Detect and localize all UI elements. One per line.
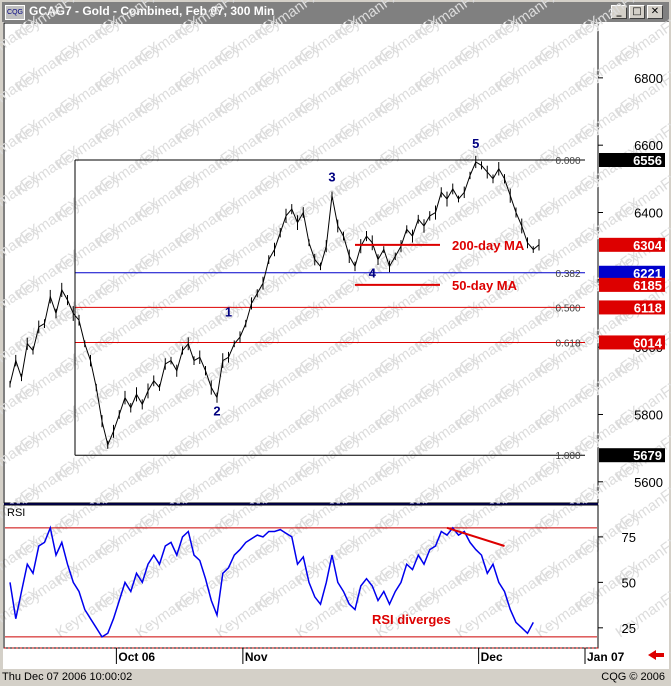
price-tag-box xyxy=(599,300,665,315)
status-copyright: CQG © 2006 xyxy=(601,671,665,683)
price-tag-label: 6014 xyxy=(633,335,663,350)
price-tick-label: 6800 xyxy=(634,71,663,86)
fib-ratio-label: 0.618 xyxy=(555,338,580,349)
wave-label: 3 xyxy=(328,170,335,185)
price-tag-label: 6221 xyxy=(633,266,662,281)
fibonacci-retracement[interactable]: 0.000 0.382 0.500 0.618 1.000 xyxy=(74,156,585,462)
price-tag-box xyxy=(599,277,665,292)
price-tag-box xyxy=(599,448,665,463)
maximize-button[interactable]: □ xyxy=(629,5,645,19)
price-tag-label: 6185 xyxy=(633,278,662,293)
price-tag-label: 6118 xyxy=(634,300,662,315)
fib-ratio-label: 0.382 xyxy=(555,269,580,280)
price-tag-box xyxy=(599,335,665,350)
status-datetime: Thu Dec 07 2006 10:00:02 xyxy=(2,671,133,683)
date-tick-label: Nov xyxy=(245,650,268,664)
rsi-levels xyxy=(5,527,597,638)
rsi-divergence-line xyxy=(446,526,505,547)
price-series xyxy=(9,155,540,449)
rsi-tick-label: 75 xyxy=(622,530,636,545)
date-tick-label: Jan 07 xyxy=(587,650,625,664)
ma-label: 200-day MA xyxy=(452,238,525,253)
minimize-button[interactable]: _ xyxy=(611,5,627,19)
plot-background xyxy=(3,22,669,669)
rsi-tick-label: 50 xyxy=(622,575,636,590)
rsi-title: RSI xyxy=(7,507,25,519)
price-tick-label: 5600 xyxy=(634,475,663,490)
date-x-axis: Oct 06 Nov Dec Jan 07 xyxy=(115,648,625,664)
rsi-series: RSI diverges xyxy=(9,525,534,638)
wave-labels: 1 2 3 4 5 xyxy=(213,136,479,419)
fib-ratio-label: 0.500 xyxy=(555,303,580,314)
price-tag-box xyxy=(599,152,665,167)
date-tick-label: Dec xyxy=(481,650,503,664)
wave-label: 4 xyxy=(369,266,377,281)
price-tick-label: 5800 xyxy=(634,407,663,422)
ma-label: 50-day MA xyxy=(452,278,518,293)
wave-label: 5 xyxy=(472,136,479,151)
date-tick-label: Oct 06 xyxy=(118,650,155,664)
rsi-y-axis: 25 50 75 xyxy=(598,530,636,636)
status-bar: Thu Dec 07 2006 10:00:02 CQG © 2006 xyxy=(0,669,671,686)
wave-label: 2 xyxy=(213,404,220,419)
rsi-diverges-label: RSI diverges xyxy=(372,612,451,627)
price-tag-label: 6304 xyxy=(633,238,663,253)
rsi-line xyxy=(9,525,534,638)
price-tick-label: 6400 xyxy=(634,206,663,221)
close-button[interactable]: ✕ xyxy=(647,5,663,19)
price-tick-label: 6600 xyxy=(634,138,663,153)
chart-canvas[interactable]: KeymanFX KeymanFX KeymanFX KeymanFX KeymanFX… xyxy=(0,0,671,669)
price-tag-label: 6556 xyxy=(633,153,662,168)
price-tag-box xyxy=(599,237,665,252)
price-tag-box xyxy=(599,265,665,280)
title-bar[interactable]: CQG GCAG7 - Gold - Combined, Feb 07, 300… xyxy=(2,2,669,22)
rsi-tick-label: 25 xyxy=(622,621,636,636)
fib-ratio-label: 1.000 xyxy=(555,451,580,462)
wave-label: 1 xyxy=(225,304,232,319)
cqg-app-icon[interactable]: CQG xyxy=(5,5,25,20)
main-panel-frame xyxy=(3,22,599,504)
moving-average-annotations: 200-day MA 50-day MA xyxy=(355,238,525,293)
window-title: GCAG7 - Gold - Combined, Feb 07, 300 Min xyxy=(29,4,275,18)
fib-ratio-label: 0.000 xyxy=(555,156,580,167)
price-tag-label: 5679 xyxy=(633,448,662,463)
scroll-right-arrow-icon[interactable] xyxy=(648,650,664,660)
